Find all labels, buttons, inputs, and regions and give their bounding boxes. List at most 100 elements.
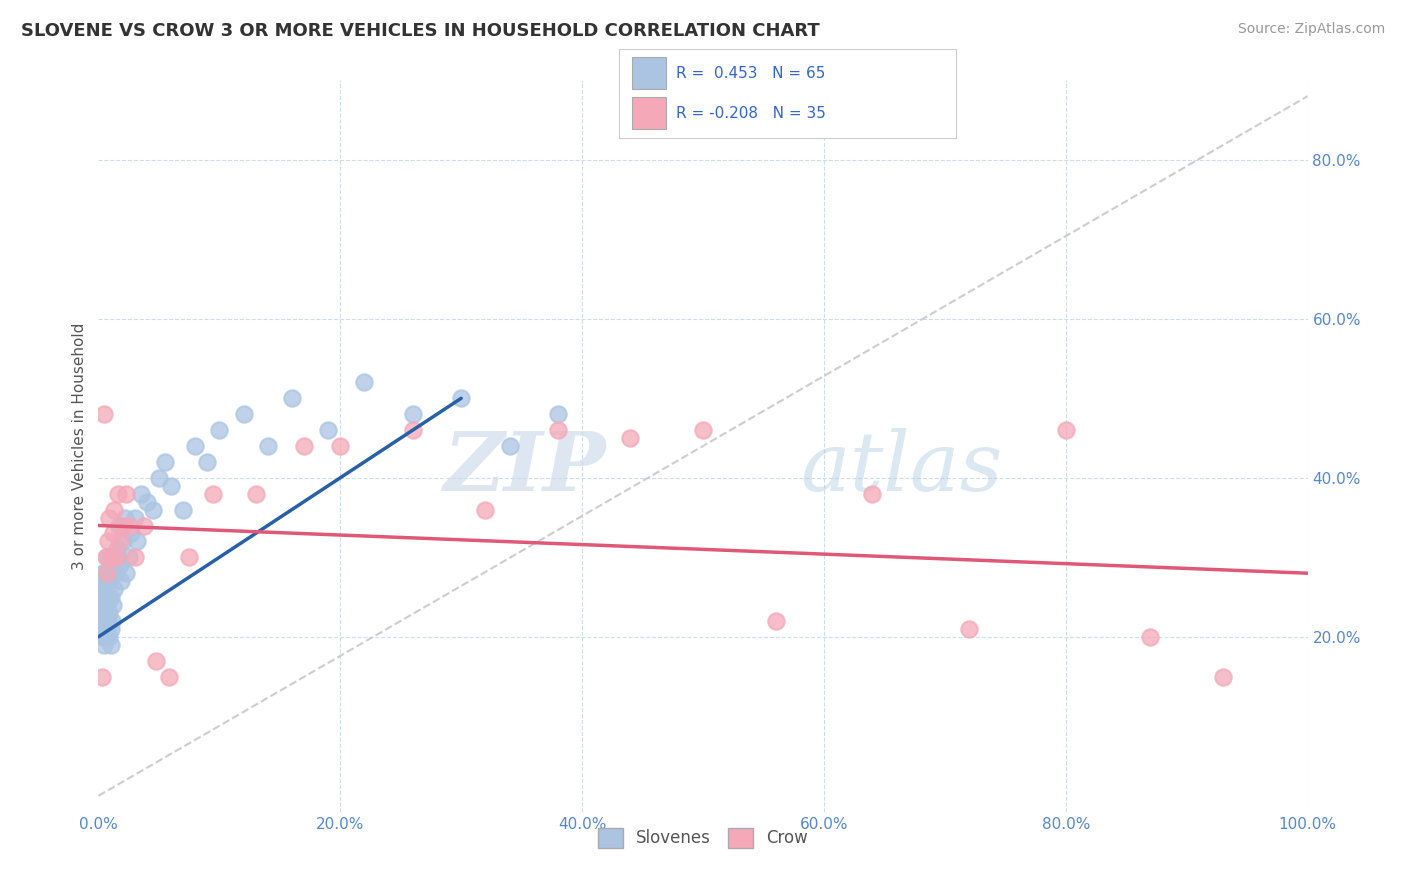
Point <box>195 455 218 469</box>
Point <box>101 550 124 565</box>
Point <box>402 423 425 437</box>
Point <box>498 439 520 453</box>
Point <box>232 407 254 421</box>
Point <box>120 526 142 541</box>
Point <box>124 550 146 565</box>
Point <box>118 518 141 533</box>
Point <box>547 423 569 437</box>
Legend: Slovenes, Crow: Slovenes, Crow <box>592 821 814 855</box>
Point <box>91 669 114 683</box>
Point <box>108 518 131 533</box>
Point <box>110 574 132 589</box>
Point <box>96 550 118 565</box>
Point <box>98 606 121 620</box>
Point <box>101 526 124 541</box>
Point <box>105 542 128 557</box>
Point <box>93 407 115 421</box>
Point <box>145 654 167 668</box>
Y-axis label: 3 or more Vehicles in Household: 3 or more Vehicles in Household <box>72 322 87 570</box>
Point <box>101 598 124 612</box>
Bar <box>633 57 666 89</box>
Point <box>184 439 207 453</box>
Point <box>108 534 131 549</box>
Text: R =  0.453   N = 65: R = 0.453 N = 65 <box>676 66 825 80</box>
Point <box>94 630 117 644</box>
Point <box>93 638 115 652</box>
Point <box>765 614 787 628</box>
Point <box>316 423 339 437</box>
Point <box>91 574 114 589</box>
Point <box>91 630 114 644</box>
Point <box>353 376 375 390</box>
Point <box>94 614 117 628</box>
Point <box>93 622 115 636</box>
Point <box>98 630 121 644</box>
Point <box>118 550 141 565</box>
Point <box>103 582 125 596</box>
Point <box>692 423 714 437</box>
Point <box>97 534 120 549</box>
Point <box>547 407 569 421</box>
Point <box>1139 630 1161 644</box>
Point <box>281 392 304 406</box>
Point <box>111 534 134 549</box>
Point <box>90 582 112 596</box>
Text: Source: ZipAtlas.com: Source: ZipAtlas.com <box>1237 22 1385 37</box>
Point <box>127 534 149 549</box>
Point <box>108 558 131 573</box>
Text: R = -0.208   N = 35: R = -0.208 N = 35 <box>676 106 825 120</box>
Point <box>114 510 136 524</box>
Point <box>91 598 114 612</box>
Point <box>134 518 156 533</box>
Point <box>90 614 112 628</box>
Point <box>100 622 122 636</box>
Point <box>100 590 122 604</box>
Point <box>160 479 183 493</box>
Point <box>111 518 134 533</box>
Point <box>91 614 114 628</box>
Point <box>256 439 278 453</box>
Point <box>208 423 231 437</box>
Point <box>172 502 194 516</box>
Point <box>124 510 146 524</box>
Point <box>96 566 118 581</box>
Point <box>135 494 157 508</box>
Point <box>129 486 152 500</box>
Point <box>1212 669 1234 683</box>
Point <box>97 614 120 628</box>
Point <box>157 669 180 683</box>
Bar <box>633 97 666 129</box>
Point <box>104 566 127 581</box>
Point <box>329 439 352 453</box>
Point <box>96 622 118 636</box>
Point <box>100 566 122 581</box>
Text: ZIP: ZIP <box>444 428 606 508</box>
Point <box>103 502 125 516</box>
Point <box>142 502 165 516</box>
Point <box>93 582 115 596</box>
Point <box>96 598 118 612</box>
Point <box>100 614 122 628</box>
Point <box>957 622 980 636</box>
Point <box>98 574 121 589</box>
Point <box>474 502 496 516</box>
Point <box>115 566 138 581</box>
Point <box>153 455 176 469</box>
Point <box>100 550 122 565</box>
Point <box>94 566 117 581</box>
Point <box>402 407 425 421</box>
Text: SLOVENE VS CROW 3 OR MORE VEHICLES IN HOUSEHOLD CORRELATION CHART: SLOVENE VS CROW 3 OR MORE VEHICLES IN HO… <box>21 22 820 40</box>
Point <box>245 486 267 500</box>
Point <box>450 392 472 406</box>
Point <box>97 590 120 604</box>
Point <box>107 486 129 500</box>
Point <box>292 439 315 453</box>
Point <box>202 486 225 500</box>
Point <box>860 486 883 500</box>
Point <box>115 486 138 500</box>
Point <box>93 606 115 620</box>
Point <box>91 566 114 581</box>
Point <box>1054 423 1077 437</box>
Point <box>89 598 111 612</box>
Point <box>91 606 114 620</box>
